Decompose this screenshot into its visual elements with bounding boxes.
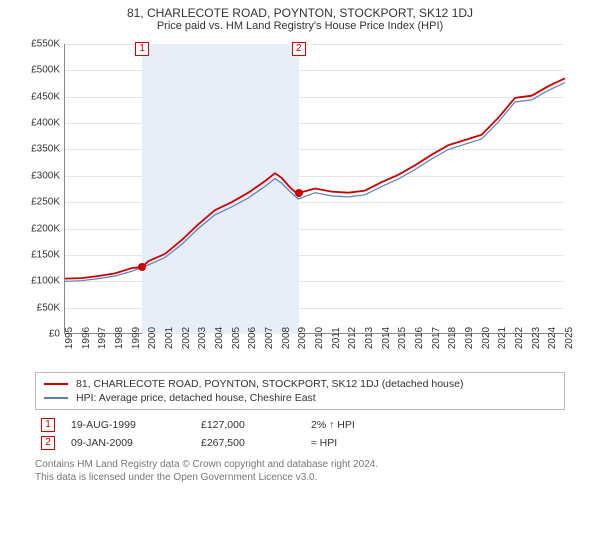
event-delta: 2% ↑ HPI [305, 416, 565, 434]
x-tick-label: 2012 [347, 327, 358, 349]
legend-swatch [44, 383, 68, 385]
x-tick-label: 2023 [531, 327, 542, 349]
x-tick-label: 2017 [431, 327, 442, 349]
event-dot [295, 189, 303, 197]
x-tick-label: 2008 [281, 327, 292, 349]
event-row: 1 19-AUG-1999 £127,000 2% ↑ HPI [35, 416, 565, 434]
chart-marker: 1 [135, 42, 149, 56]
legend: 81, CHARLECOTE ROAD, POYNTON, STOCKPORT,… [35, 372, 565, 410]
y-tick-label: £100K [20, 276, 60, 287]
page-title: 81, CHARLECOTE ROAD, POYNTON, STOCKPORT,… [0, 0, 600, 20]
x-tick-label: 1997 [97, 327, 108, 349]
x-tick-label: 2020 [481, 327, 492, 349]
x-tick-label: 2024 [547, 327, 558, 349]
legend-swatch [44, 397, 68, 399]
x-tick-label: 2025 [564, 327, 575, 349]
event-date: 19-AUG-1999 [65, 416, 195, 434]
event-marker: 2 [41, 436, 55, 450]
x-tick-label: 1998 [114, 327, 125, 349]
y-tick-label: £300K [20, 170, 60, 181]
chart: 12 £0£50K£100K£150K£200K£250K£300K£350K£… [20, 36, 580, 366]
x-tick-label: 1999 [131, 327, 142, 349]
x-tick-label: 2004 [214, 327, 225, 349]
event-delta: ≈ HPI [305, 434, 565, 452]
page-subtitle: Price paid vs. HM Land Registry's House … [0, 20, 600, 36]
y-tick-label: £0 [20, 329, 60, 340]
x-tick-label: 2001 [164, 327, 175, 349]
x-tick-label: 2013 [364, 327, 375, 349]
footer-line: This data is licensed under the Open Gov… [35, 471, 565, 484]
legend-item: HPI: Average price, detached house, Ches… [44, 391, 556, 405]
chart-marker: 2 [292, 42, 306, 56]
x-tick-label: 2003 [197, 327, 208, 349]
x-tick-label: 2022 [514, 327, 525, 349]
event-price: £267,500 [195, 434, 305, 452]
x-tick-label: 2018 [447, 327, 458, 349]
y-tick-label: £400K [20, 118, 60, 129]
footer-line: Contains HM Land Registry data © Crown c… [35, 458, 565, 471]
x-tick-label: 2016 [414, 327, 425, 349]
y-tick-label: £250K [20, 197, 60, 208]
x-tick-label: 2000 [147, 327, 158, 349]
x-tick-label: 2005 [231, 327, 242, 349]
legend-label: 81, CHARLECOTE ROAD, POYNTON, STOCKPORT,… [76, 378, 463, 390]
series-lines [65, 44, 565, 334]
y-tick-label: £350K [20, 144, 60, 155]
x-tick-label: 2014 [381, 327, 392, 349]
x-tick-label: 2015 [397, 327, 408, 349]
x-tick-label: 2019 [464, 327, 475, 349]
event-dot [138, 263, 146, 271]
event-price: £127,000 [195, 416, 305, 434]
y-tick-label: £500K [20, 65, 60, 76]
events-table: 1 19-AUG-1999 £127,000 2% ↑ HPI 2 09-JAN… [35, 416, 565, 452]
x-tick-label: 1995 [64, 327, 75, 349]
x-tick-label: 2007 [264, 327, 275, 349]
series-line [65, 83, 565, 282]
x-tick-label: 2021 [497, 327, 508, 349]
x-tick-label: 1996 [81, 327, 92, 349]
event-row: 2 09-JAN-2009 £267,500 ≈ HPI [35, 434, 565, 452]
y-tick-label: £200K [20, 223, 60, 234]
x-tick-label: 2002 [181, 327, 192, 349]
event-marker: 1 [41, 418, 55, 432]
legend-item: 81, CHARLECOTE ROAD, POYNTON, STOCKPORT,… [44, 377, 556, 391]
footer: Contains HM Land Registry data © Crown c… [35, 458, 565, 484]
plot-area: 12 [64, 44, 564, 334]
y-tick-label: £50K [20, 302, 60, 313]
y-tick-label: £150K [20, 249, 60, 260]
legend-label: HPI: Average price, detached house, Ches… [76, 392, 316, 404]
x-tick-label: 2011 [331, 327, 342, 349]
x-tick-label: 2009 [297, 327, 308, 349]
series-line [65, 78, 565, 278]
y-tick-label: £550K [20, 39, 60, 50]
event-date: 09-JAN-2009 [65, 434, 195, 452]
y-tick-label: £450K [20, 91, 60, 102]
x-tick-label: 2006 [247, 327, 258, 349]
x-tick-label: 2010 [314, 327, 325, 349]
